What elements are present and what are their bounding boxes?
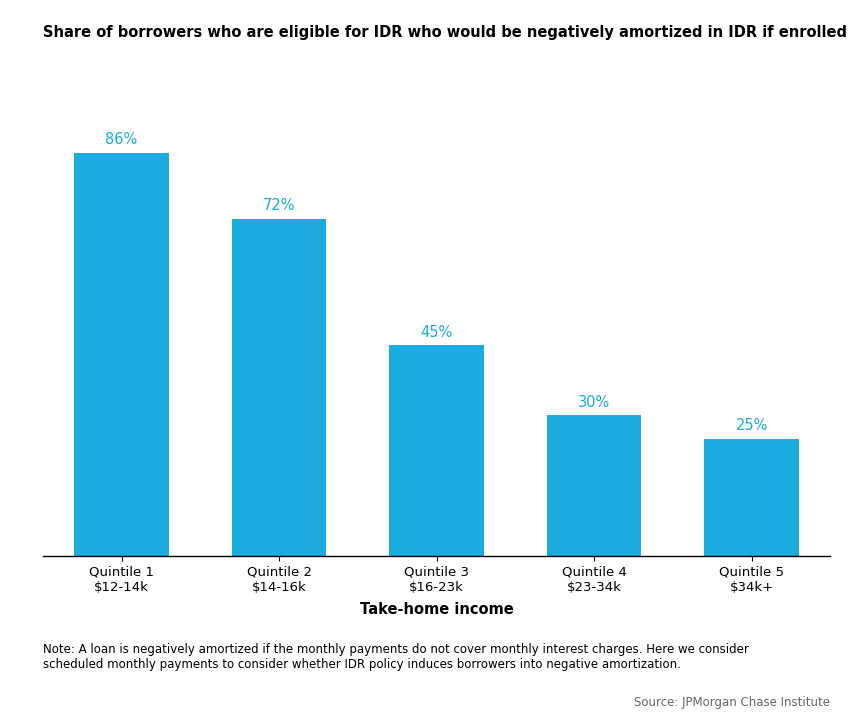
Text: Source: JPMorgan Chase Institute: Source: JPMorgan Chase Institute [634, 696, 830, 709]
Bar [389, 345, 484, 556]
Text: 25%: 25% [735, 418, 768, 433]
Text: Share of borrowers who are eligible for IDR who would be negatively amortized in: Share of borrowers who are eligible for … [43, 25, 847, 41]
X-axis label: Take-home income: Take-home income [360, 602, 514, 617]
Text: 45%: 45% [420, 324, 453, 340]
Bar [74, 153, 169, 556]
Bar [547, 416, 641, 556]
Text: Note: A loan is negatively amortized if the monthly payments do not cover monthl: Note: A loan is negatively amortized if … [43, 643, 749, 672]
Text: 30%: 30% [578, 395, 610, 410]
Bar [704, 439, 799, 556]
Text: 86%: 86% [105, 132, 138, 148]
Bar [232, 219, 326, 556]
Text: 72%: 72% [263, 198, 295, 213]
